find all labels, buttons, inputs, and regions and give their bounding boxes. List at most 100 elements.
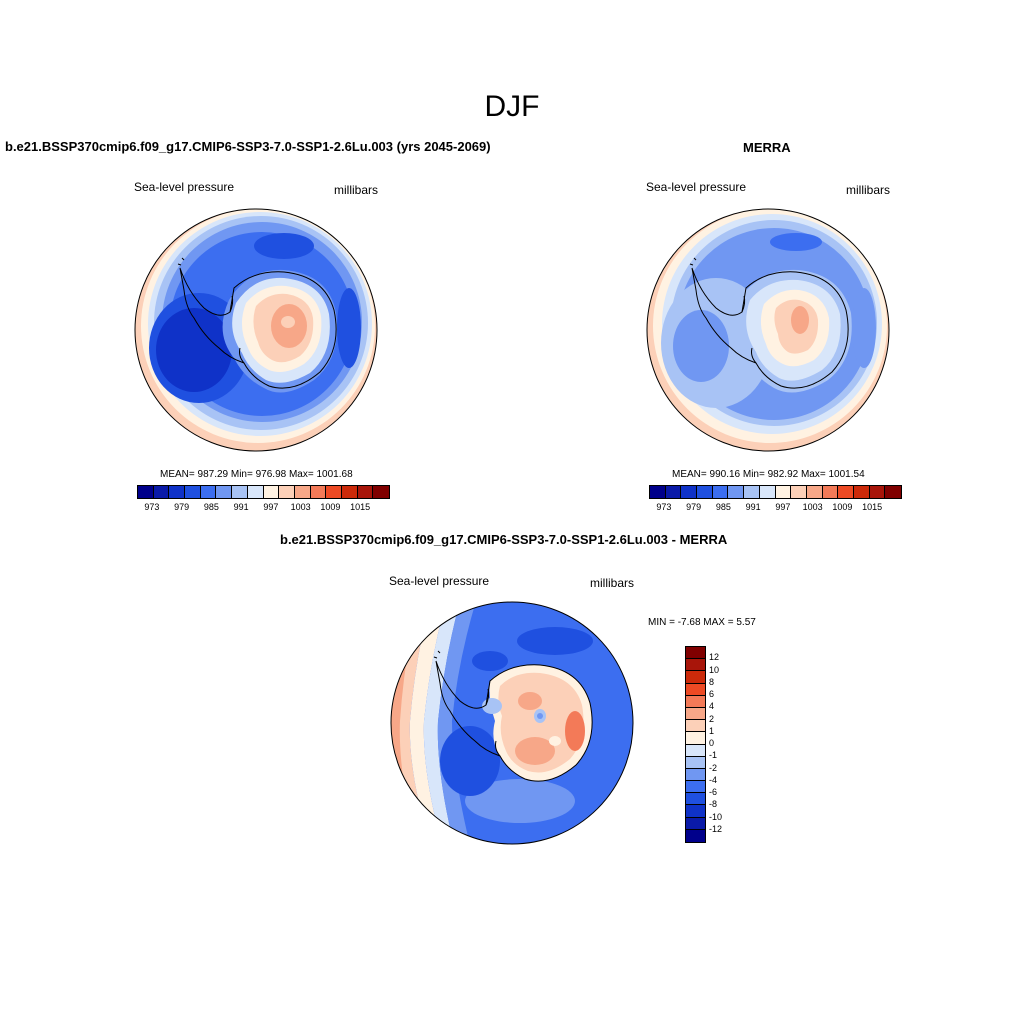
model-units-label: millibars xyxy=(334,183,379,197)
colorbar-swatch xyxy=(744,486,760,498)
diff-variable-label: Sea-level pressure xyxy=(389,574,490,588)
colorbar-tick-label: -1 xyxy=(709,750,718,761)
colorbar-swatch xyxy=(153,486,170,498)
colorbar-tick-label: 1015 xyxy=(350,502,371,512)
obs-units-label: millibars xyxy=(846,183,891,197)
model-panel-title: b.e21.BSSP370cmip6.f09_g17.CMIP6-SSP3-7.… xyxy=(5,139,491,154)
model-variable-label: Sea-level pressure xyxy=(134,180,235,194)
diff-colorbar-ticks: 12 10 8 6 4 2 1 0 -1 -2 -4 -6 -8 -10 -12 xyxy=(709,646,749,844)
colorbar-swatch xyxy=(686,659,705,672)
colorbar-tick-label: 973 xyxy=(656,502,672,512)
colorbar-swatch xyxy=(357,486,374,498)
colorbar-swatch xyxy=(686,756,705,769)
colorbar-swatch xyxy=(822,486,839,498)
diff-units-label: millibars xyxy=(590,576,635,590)
colorbar-tick-label: 0 xyxy=(709,738,715,748)
colorbar-tick-label: -6 xyxy=(709,787,718,797)
obs-colorbar xyxy=(649,485,902,499)
colorbar-swatch xyxy=(853,486,870,498)
colorbar-swatch xyxy=(697,486,713,498)
colorbar-swatch xyxy=(686,683,705,696)
colorbar-tick-label: 1009 xyxy=(320,502,341,512)
colorbar-swatch xyxy=(686,720,705,733)
colorbar-swatch xyxy=(838,486,854,498)
colorbar-tick-label: 2 xyxy=(709,713,715,724)
colorbar-tick-label: 985 xyxy=(715,502,731,512)
colorbar-swatch xyxy=(279,486,295,498)
colorbar-swatch xyxy=(138,486,154,498)
colorbar-swatch xyxy=(326,486,342,498)
colorbar-swatch xyxy=(869,486,886,498)
model-colorbar xyxy=(137,485,390,499)
colorbar-swatch xyxy=(806,486,823,498)
colorbar-tick-label: 10 xyxy=(709,664,720,675)
colorbar-swatch xyxy=(185,486,201,498)
colorbar-tick-label: 991 xyxy=(745,502,761,512)
colorbar-swatch xyxy=(686,732,705,745)
colorbar-tick-label: 12 xyxy=(709,652,720,663)
colorbar-tick-label: -4 xyxy=(709,774,718,785)
obs-polar-map xyxy=(646,208,890,452)
colorbar-tick-label: 1003 xyxy=(802,502,823,512)
colorbar-swatch xyxy=(686,671,705,684)
colorbar-swatch xyxy=(686,695,705,708)
colorbar-tick-label: 991 xyxy=(233,502,249,512)
colorbar-tick-label: 985 xyxy=(203,502,219,512)
colorbar-tick-label: 979 xyxy=(686,502,702,512)
obs-variable-label: Sea-level pressure xyxy=(646,180,747,194)
colorbar-swatch xyxy=(310,486,327,498)
colorbar-swatch xyxy=(791,486,807,498)
diff-panel-title: b.e21.BSSP370cmip6.f09_g17.CMIP6-SSP3-7.… xyxy=(280,532,728,547)
colorbar-swatch xyxy=(681,486,698,498)
colorbar-tick-label: 1 xyxy=(709,725,715,736)
colorbar-swatch xyxy=(775,486,792,498)
colorbar-swatch xyxy=(885,486,901,498)
colorbar-tick-label: 1009 xyxy=(832,502,853,512)
colorbar-tick-label: -12 xyxy=(709,823,723,834)
diff-polar-map xyxy=(390,601,634,845)
colorbar-swatch xyxy=(665,486,682,498)
colorbar-swatch xyxy=(650,486,666,498)
colorbar-swatch xyxy=(686,768,705,782)
diff-stats: MIN = -7.68 MAX = 5.57 xyxy=(648,617,756,628)
colorbar-swatch xyxy=(686,707,705,721)
colorbar-tick-label: 4 xyxy=(709,701,715,712)
colorbar-swatch xyxy=(759,486,776,498)
colorbar-swatch xyxy=(686,647,705,660)
obs-stats: MEAN= 990.16 Min= 982.92 Max= 1001.54 xyxy=(672,469,865,480)
colorbar-tick-label: 1003 xyxy=(290,502,311,512)
colorbar-swatch xyxy=(200,486,217,498)
figure-title: DJF xyxy=(484,90,540,123)
colorbar-swatch xyxy=(686,781,705,794)
colorbar-tick-label: 997 xyxy=(775,502,791,512)
model-colorbar-ticks: 973 979 985 991 997 1003 1009 1015 xyxy=(137,502,375,514)
colorbar-tick-label: 997 xyxy=(263,502,279,512)
colorbar-tick-label: 1015 xyxy=(862,502,883,512)
colorbar-tick-label: -8 xyxy=(709,799,718,810)
colorbar-swatch xyxy=(686,793,705,806)
colorbar-tick-label: 6 xyxy=(709,689,715,699)
colorbar-swatch xyxy=(686,817,705,830)
colorbar-tick-label: 979 xyxy=(174,502,190,512)
colorbar-swatch xyxy=(294,486,311,498)
colorbar-swatch xyxy=(247,486,264,498)
model-stats: MEAN= 987.29 Min= 976.98 Max= 1001.68 xyxy=(160,469,353,480)
colorbar-swatch xyxy=(728,486,745,498)
colorbar-tick-label: 973 xyxy=(144,502,160,512)
colorbar-swatch xyxy=(686,744,705,757)
colorbar-tick-label: -2 xyxy=(709,762,718,773)
colorbar-swatch xyxy=(712,486,729,498)
colorbar-swatch xyxy=(232,486,248,498)
colorbar-swatch xyxy=(686,805,705,818)
colorbar-swatch xyxy=(169,486,186,498)
obs-colorbar-ticks: 973 979 985 991 997 1003 1009 1015 xyxy=(649,502,887,514)
colorbar-swatch xyxy=(686,829,705,842)
model-polar-map xyxy=(134,208,378,452)
colorbar-swatch xyxy=(341,486,358,498)
colorbar-swatch xyxy=(216,486,233,498)
diff-colorbar xyxy=(685,646,706,843)
colorbar-swatch xyxy=(373,486,389,498)
colorbar-tick-label: 8 xyxy=(709,676,715,687)
colorbar-tick-label: -10 xyxy=(709,811,723,822)
obs-panel-title: MERRA xyxy=(743,140,791,155)
